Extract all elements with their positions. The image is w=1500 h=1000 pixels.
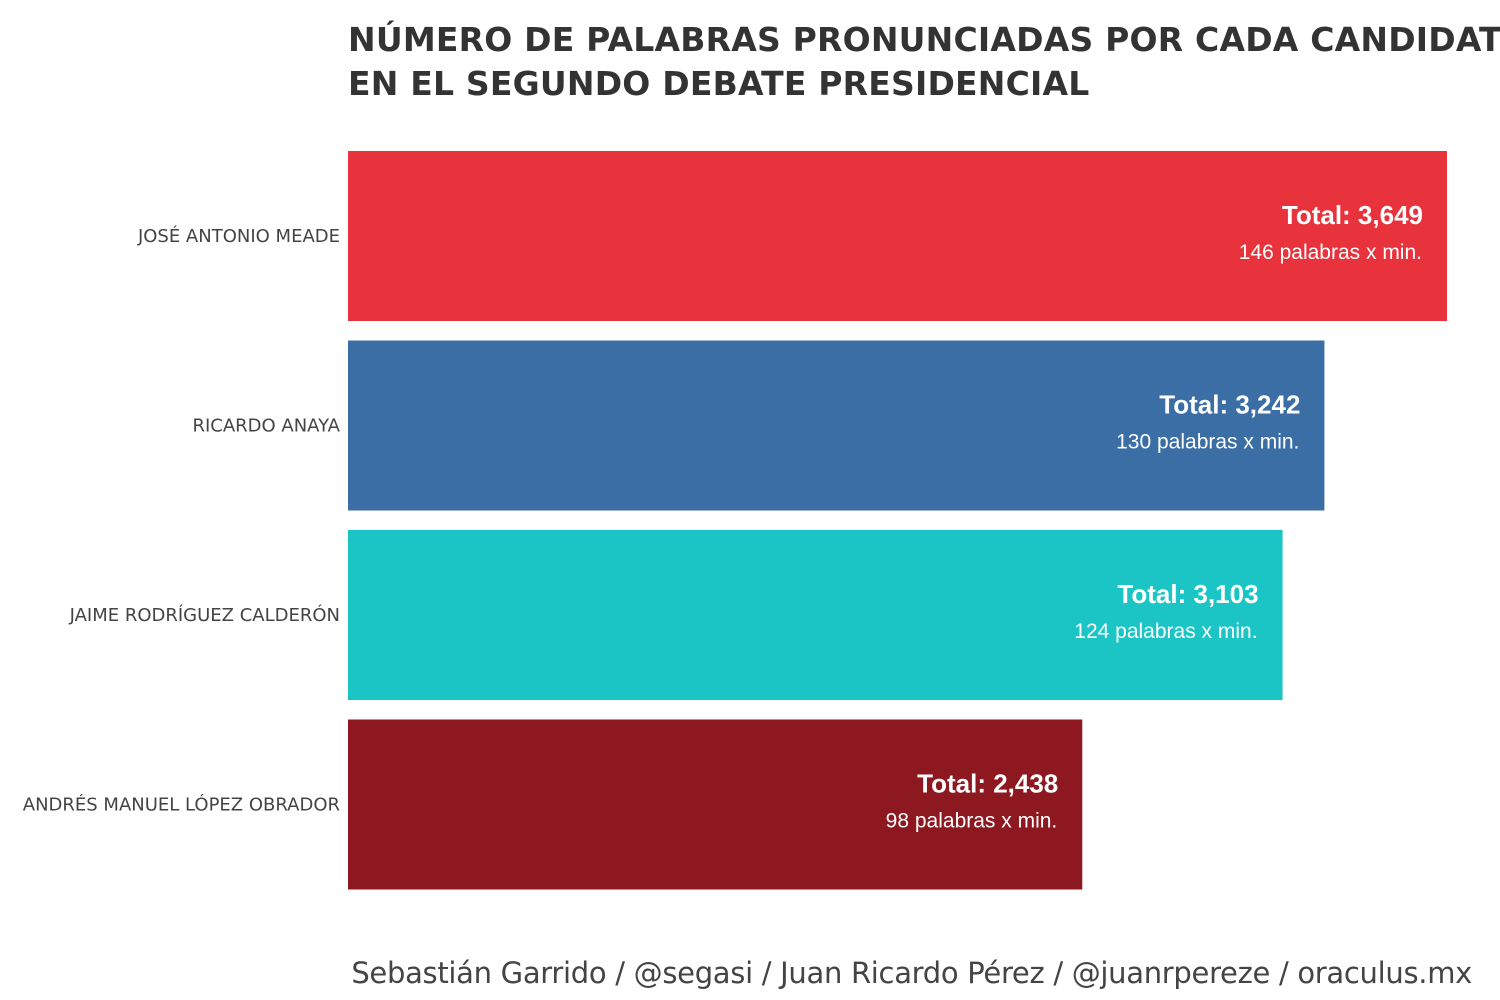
total-label-1: Total: 3,649 [1282,200,1423,230]
category-label-3: JAIME RODRÍGUEZ CALDERÓN [69,604,340,626]
category-label-2: RICARDO ANAYA [192,416,340,437]
rate-label-3: 124 palabras x min. [1074,620,1257,643]
bar-3 [348,530,1283,700]
bar-2 [348,340,1325,511]
bar-4 [348,719,1083,890]
category-label-4: ANDRÉS MANUEL LÓPEZ OBRADOR [23,794,340,816]
total-label-2: Total: 3,242 [1159,390,1300,420]
chart-title: NÚMERO DE PALABRAS PRONUNCIADAS POR CADA… [348,18,1500,106]
category-label-1: JOSÉ ANTONIO MEADE [137,225,340,247]
chart-title-line-2: EN EL SEGUNDO DEBATE PRESIDENCIAL [348,64,1090,103]
source-caption: Sebastián Garrido / @segasi / Juan Ricar… [351,956,1472,990]
chart-title-line-1: NÚMERO DE PALABRAS PRONUNCIADAS POR CADA… [348,20,1500,59]
total-label-4: Total: 2,438 [917,769,1058,799]
rate-label-1: 146 palabras x min. [1239,241,1422,264]
bar-1 [348,151,1447,321]
total-label-3: Total: 3,103 [1117,579,1258,609]
rate-label-2: 130 palabras x min. [1116,431,1299,454]
rate-label-4: 98 palabras x min. [886,810,1058,833]
